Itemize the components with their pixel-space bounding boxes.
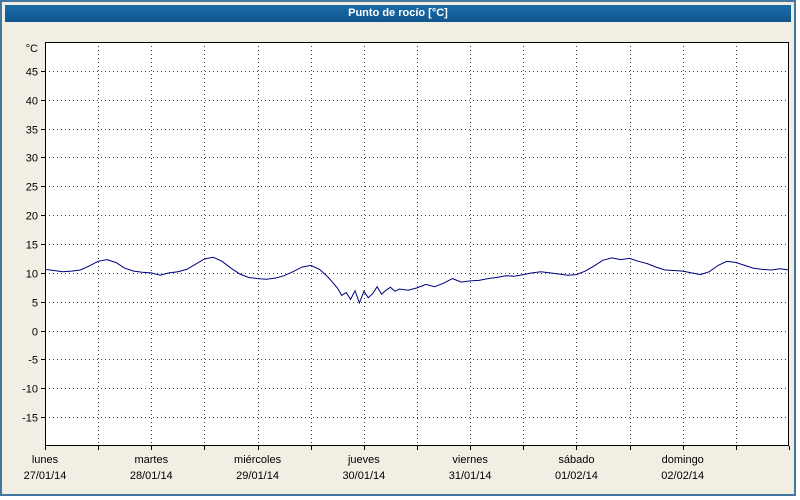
chart-title: Punto de rocío [°C] xyxy=(348,7,448,19)
x-day-label: lunes xyxy=(32,454,59,466)
chart-area: 45 40 35 30 25 20 15 10 5 0 -5 -10 -15 °C lunes 27/01/1… xyxy=(5,26,794,496)
series-line xyxy=(44,256,790,305)
x-date-label: 01/02/14 xyxy=(555,470,598,482)
x-day-label: jueves xyxy=(347,454,380,466)
y-axis-unit-label: °C xyxy=(26,43,38,55)
y-tick-label: 40 xyxy=(26,96,38,108)
y-tick-label: -10 xyxy=(22,384,38,396)
plot-box xyxy=(45,42,789,446)
x-date-label: 27/01/14 xyxy=(24,470,67,482)
y-tick-label: 25 xyxy=(26,182,38,194)
y-tick-label: -5 xyxy=(28,355,38,367)
y-tick-label: 45 xyxy=(26,67,38,79)
title-bar: Punto de rocío [°C] xyxy=(5,5,791,22)
x-date-label: 02/02/14 xyxy=(661,470,704,482)
y-tick-label: 30 xyxy=(26,153,38,165)
x-day-label: miércoles xyxy=(234,454,282,466)
y-tick-label: -15 xyxy=(22,413,38,425)
x-day-label: domingo xyxy=(662,454,704,466)
x-day-label: viernes xyxy=(452,454,488,466)
x-date-label: 31/01/14 xyxy=(449,470,492,482)
y-tick-label: 0 xyxy=(32,327,38,339)
x-day-label: sábado xyxy=(558,454,594,466)
y-tick-label: 35 xyxy=(26,125,38,137)
y-tick-label: 10 xyxy=(26,269,38,281)
x-date-label: 28/01/14 xyxy=(130,470,173,482)
y-tick-label: 20 xyxy=(26,211,38,223)
x-date-label: 29/01/14 xyxy=(236,470,279,482)
dew-point-chart: 45 40 35 30 25 20 15 10 5 0 -5 -10 -15 °C lunes 27/01/1… xyxy=(22,42,790,482)
y-tick-label: 15 xyxy=(26,240,38,252)
x-day-label: martes xyxy=(134,454,168,466)
y-tick-label: 5 xyxy=(32,298,38,310)
x-date-label: 30/01/14 xyxy=(342,470,385,482)
